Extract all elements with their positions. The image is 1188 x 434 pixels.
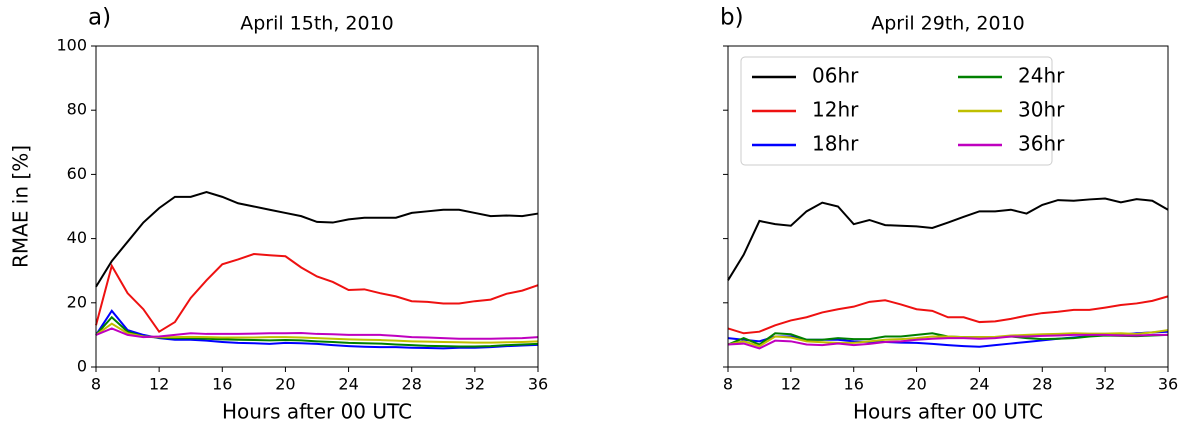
y-tick-label: 80 bbox=[67, 100, 87, 119]
axes-frame bbox=[95, 45, 539, 368]
legend-frame bbox=[740, 56, 1053, 166]
x-tick-label: 20 bbox=[906, 375, 926, 394]
y-tick-label: 60 bbox=[67, 164, 87, 183]
legend: 06hr 12hr 18hr 24hr 30hr 36hr bbox=[740, 56, 1065, 166]
series-line bbox=[727, 329, 1169, 348]
x-tick-label: 8 bbox=[723, 375, 733, 394]
plot-area bbox=[95, 191, 539, 350]
x-tick-label: 36 bbox=[1158, 375, 1178, 394]
x-tick-label: 16 bbox=[212, 375, 232, 394]
x-tick-label: 12 bbox=[781, 375, 801, 394]
x-tick-label: 36 bbox=[528, 375, 548, 394]
x-tick-label: 20 bbox=[275, 375, 295, 394]
x-tick-label: 32 bbox=[465, 375, 485, 394]
legend-label: 30hr bbox=[1018, 98, 1065, 122]
axes-frame bbox=[727, 45, 1169, 368]
x-tick-label: 28 bbox=[1032, 375, 1052, 394]
series-line bbox=[95, 322, 539, 344]
x-axis-label: Hours after 00 UTC bbox=[853, 400, 1043, 424]
series-line bbox=[95, 252, 539, 334]
x-tick-label: 16 bbox=[844, 375, 864, 394]
legend-label: 06hr bbox=[812, 64, 859, 88]
x-axis-label: Hours after 00 UTC bbox=[222, 400, 412, 424]
legend-label: 36hr bbox=[1018, 132, 1065, 156]
legend-label: 24hr bbox=[1018, 64, 1065, 88]
legend-label: 12hr bbox=[812, 98, 859, 122]
x-tick-label: 32 bbox=[1095, 375, 1115, 394]
x-tick-label: 24 bbox=[969, 375, 989, 394]
series-line bbox=[95, 309, 539, 350]
series-line bbox=[95, 327, 539, 340]
x-tick-label: 28 bbox=[402, 375, 422, 394]
series-line bbox=[727, 333, 1168, 350]
panel-label: b) bbox=[720, 5, 744, 31]
x-tick-label: 8 bbox=[91, 375, 101, 394]
y-tick-label: 40 bbox=[67, 228, 87, 247]
y-tick-label: 100 bbox=[56, 36, 87, 55]
series-line bbox=[95, 191, 539, 288]
y-tick-label: 0 bbox=[77, 357, 87, 376]
chart-title: April 15th, 2010 bbox=[240, 13, 394, 35]
y-tick-label: 20 bbox=[67, 292, 87, 311]
panel-label: a) bbox=[88, 5, 111, 31]
plot-area bbox=[727, 197, 1169, 350]
y-axis-label: RMAE in [%] bbox=[9, 145, 33, 268]
series-line bbox=[727, 197, 1169, 281]
legend-label: 18hr bbox=[812, 132, 859, 156]
x-tick-label: 12 bbox=[149, 375, 169, 394]
x-tick-label: 24 bbox=[338, 375, 358, 394]
chart-title: April 29th, 2010 bbox=[871, 13, 1025, 35]
series-line bbox=[727, 295, 1169, 335]
